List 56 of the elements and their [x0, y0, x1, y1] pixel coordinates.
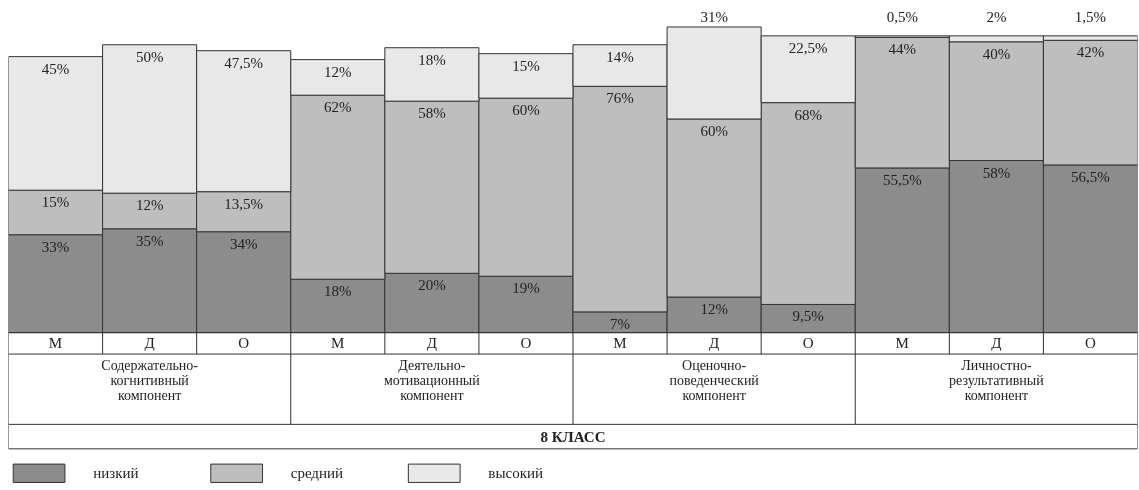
data-label: 45% — [41, 60, 70, 77]
legend-label: средний — [290, 465, 344, 482]
data-label: 12% — [135, 197, 164, 214]
data-label: 47,5% — [224, 54, 264, 71]
legend-label: высокий — [488, 465, 543, 482]
data-label: 1,5% — [1074, 8, 1107, 25]
x-tick-label: М — [895, 335, 909, 352]
legend-label: низкий — [93, 465, 139, 482]
x-tick-label: Д — [709, 335, 720, 352]
x-tick-label: Д — [144, 335, 155, 352]
x-tick-label: О — [1085, 335, 1097, 352]
x-tick-label: Д — [426, 335, 437, 352]
x-tick-label: О — [520, 335, 532, 352]
data-label: 22,5% — [788, 39, 828, 56]
text: Оценочно- поведенческий компонент — [669, 357, 760, 403]
data-label: 20% — [418, 277, 446, 294]
x-tick-label: О — [238, 335, 250, 352]
data-label: 0,5% — [886, 8, 918, 25]
x-tick-label: М — [331, 335, 345, 352]
data-label: 7% — [610, 315, 631, 332]
data-label: 60% — [512, 102, 540, 119]
data-label: 62% — [324, 99, 352, 116]
data-label: 58% — [418, 105, 446, 122]
data-label: 58% — [982, 164, 1011, 181]
data-label: 34% — [229, 235, 258, 252]
data-label: 9,5% — [792, 308, 824, 325]
data-label: 76% — [606, 90, 634, 107]
data-label: 42% — [1076, 44, 1105, 61]
x-tick-label: М — [48, 335, 63, 352]
data-label: 2% — [986, 8, 1007, 25]
data-label: 35% — [135, 232, 164, 249]
data-label: 55,5% — [882, 171, 922, 188]
data-label: 18% — [418, 51, 446, 68]
x-tick-label: М — [613, 335, 627, 352]
data-label: 13,5% — [224, 195, 264, 212]
text: Содержательно- когнитивный компонент — [101, 357, 199, 403]
text: Личностно- результативный компонент — [949, 357, 1045, 403]
data-label: 31% — [700, 8, 728, 25]
x-tick-label: О — [802, 335, 814, 352]
data-label: 50% — [135, 48, 164, 65]
data-label: 15% — [512, 57, 540, 74]
data-label: 18% — [324, 283, 352, 300]
data-label: 44% — [888, 41, 917, 58]
data-label: 40% — [982, 45, 1011, 62]
x-tick-label: Д — [991, 335, 1002, 352]
data-label: 15% — [41, 194, 70, 211]
data-label: 19% — [512, 280, 540, 297]
text: 8 КЛАСС — [540, 428, 606, 445]
data-label: 12% — [700, 301, 728, 318]
data-label: 12% — [324, 63, 352, 80]
data-label: 56,5% — [1071, 168, 1110, 185]
data-label: 60% — [700, 122, 728, 139]
data-label: 68% — [794, 106, 822, 123]
data-label: 14% — [606, 48, 634, 65]
data-label: 33% — [41, 238, 70, 255]
text: Деятельно- мотивационный компонент — [383, 357, 481, 403]
